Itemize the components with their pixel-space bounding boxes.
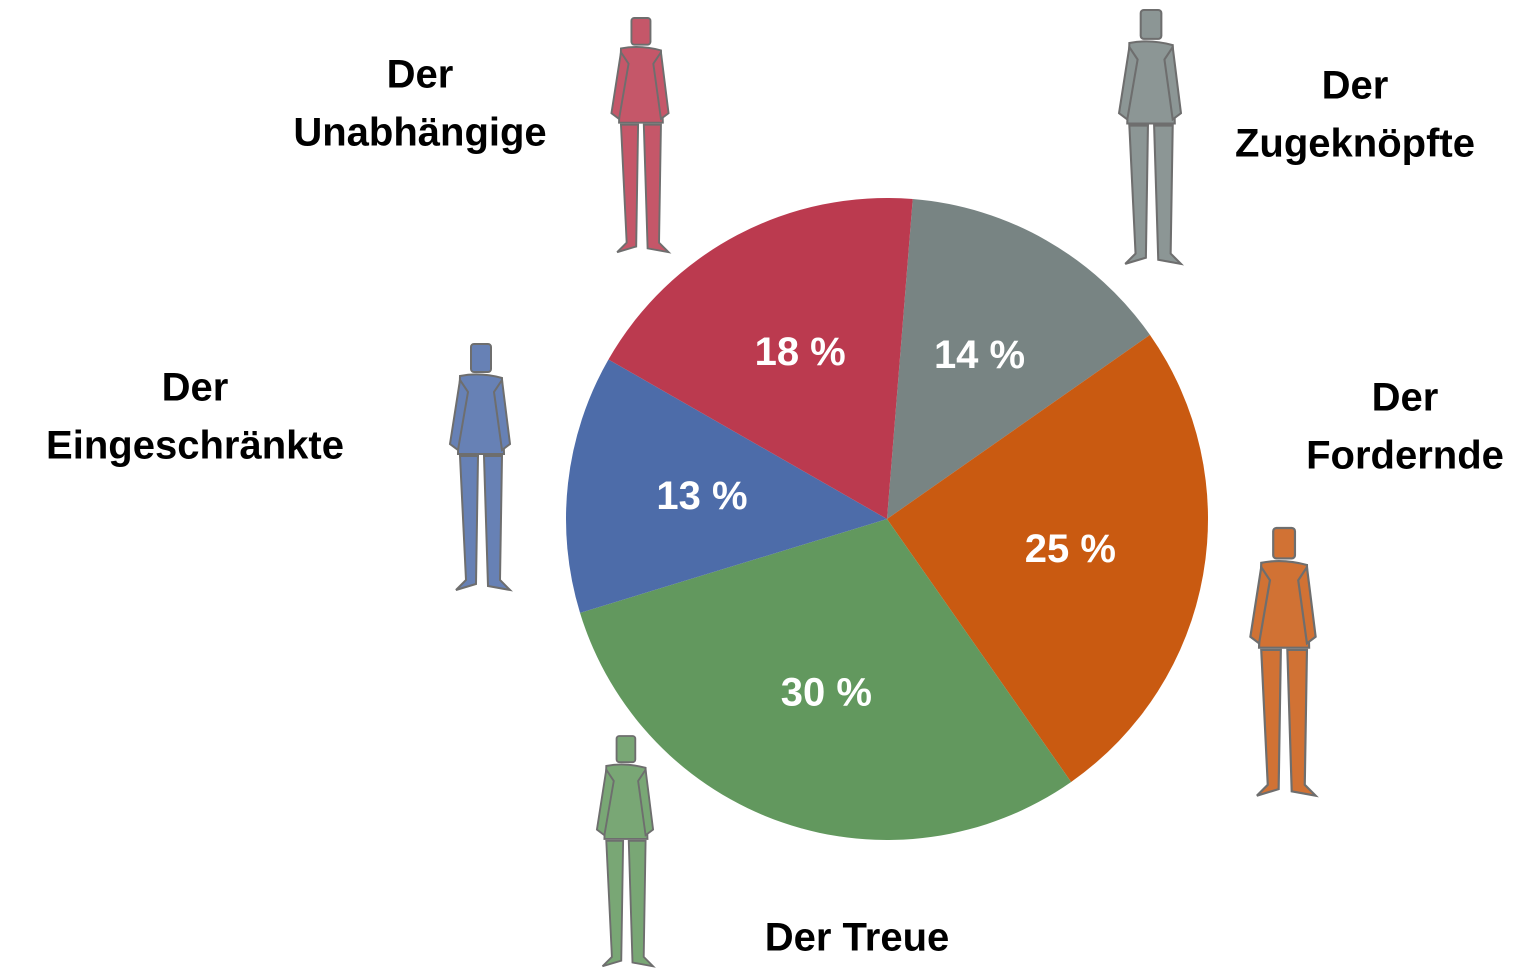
- figure-legs: [617, 125, 668, 253]
- figure-head: [471, 344, 491, 372]
- category-label: Der: [387, 53, 454, 97]
- figure-legs: [1257, 650, 1316, 796]
- figure-head: [1141, 10, 1162, 39]
- category-label: Eingeschränkte: [46, 424, 344, 468]
- person-figure: [1119, 10, 1181, 264]
- person-figure: [611, 18, 668, 252]
- category-label: Zugeknöpfte: [1235, 122, 1475, 166]
- value-label: 18 %: [755, 330, 846, 374]
- category-label: Der Treue: [765, 916, 950, 960]
- category-label: Fordernde: [1306, 434, 1504, 478]
- figure-legs: [456, 456, 510, 590]
- figure-legs: [1125, 126, 1181, 264]
- person-figure: [597, 736, 653, 966]
- figure-head: [631, 18, 650, 45]
- figure-legs: [603, 841, 654, 966]
- person-figure: [450, 344, 510, 590]
- value-label: 30 %: [781, 671, 872, 715]
- category-label: Der: [1322, 64, 1389, 108]
- chart: 14 % 25 % 30 % 13 % 18 % Der Zugeknöpfte Der For…: [0, 0, 1531, 973]
- person-figure: [1250, 528, 1315, 796]
- figure-head: [1273, 528, 1295, 558]
- value-label: 14 %: [934, 333, 1025, 377]
- category-label: Unabhängige: [293, 111, 546, 155]
- value-label: 13 %: [656, 474, 747, 518]
- figure-head: [617, 736, 636, 762]
- category-label: Der: [1372, 376, 1439, 420]
- value-label: 25 %: [1025, 527, 1116, 571]
- category-label: Der: [162, 366, 229, 410]
